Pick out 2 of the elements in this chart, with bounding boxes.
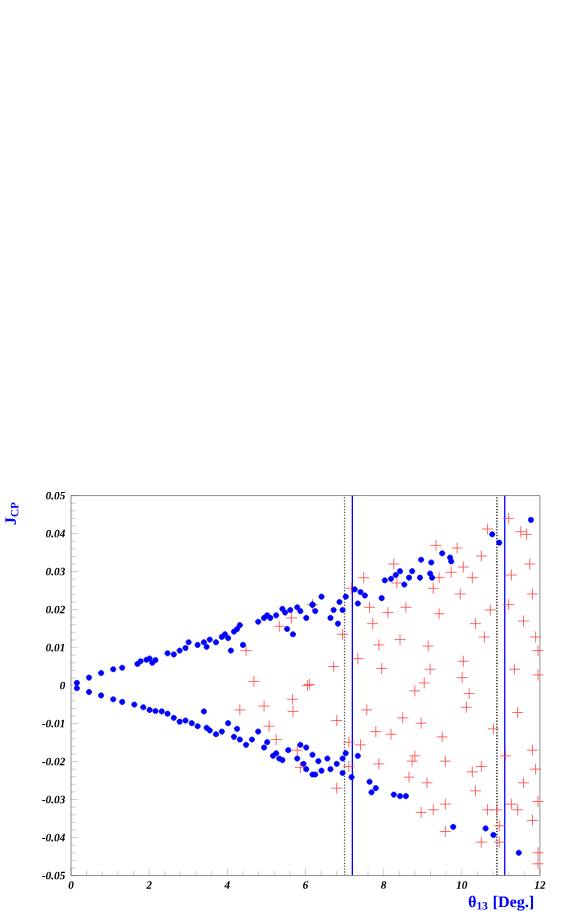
x-axis-title: θ$_{13}$ [Deg.]: [468, 895, 534, 911]
y-axis-title: J$_{CP}$: [5, 502, 19, 525]
